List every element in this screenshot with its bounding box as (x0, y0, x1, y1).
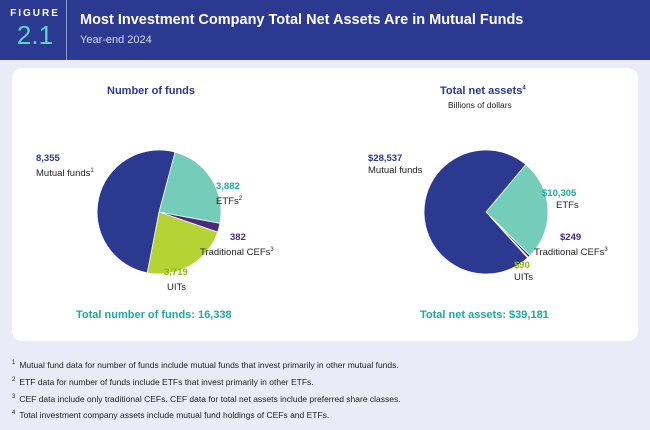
footnote: 3 CEF data include only traditional CEFs.… (12, 390, 638, 407)
funds-value-etfs: 3,882 (216, 181, 240, 192)
figure-label: FIGURE (10, 8, 60, 19)
funds-chart-title: Number of funds (107, 85, 195, 97)
assets-value-etfs: $10,305 (542, 188, 577, 199)
figure-title: Most Investment Company Total Net Assets… (80, 12, 524, 28)
funds-cat-etfs: ETFs (216, 196, 239, 208)
assets-value-uits: $90 (514, 260, 530, 271)
assets-cat-traditional-cefs: Traditional CEFs (534, 247, 605, 259)
funds-slice-etfs (158, 151, 222, 224)
assets-chart-title-text: Total net assets (440, 85, 523, 97)
assets-label-mutual-funds: $28,537 Mutual funds (368, 153, 422, 177)
footnote-text: Mutual fund data for number of funds inc… (19, 359, 399, 370)
footnote-number: 3 (12, 393, 16, 400)
header-divider (66, 0, 67, 60)
assets-total: Total net assets: $39,181 (420, 309, 549, 321)
footnote-number: 2 (12, 376, 16, 383)
assets-cat-mutual-funds: Mutual funds (368, 165, 423, 176)
footnote: 4 Total investment company assets include… (12, 406, 638, 423)
footnotes: 1 Mutual fund data for number of funds in… (12, 356, 638, 423)
footnote-text: CEF data include only traditional CEFs. … (19, 393, 401, 404)
funds-pie-chart (96, 149, 222, 275)
assets-slice-mutual-funds (423, 149, 529, 275)
funds-slice-mutual-funds (96, 149, 176, 274)
funds-cat-traditional-cefs: Traditional CEFs (200, 247, 271, 259)
assets-pie-chart (423, 149, 549, 275)
funds-label-uits: 3,719 UITs (164, 267, 188, 294)
assets-label-traditional-cefs: $249 Traditional CEFs3 (534, 232, 608, 259)
figure-header: FIGURE 2.1 Most Investment Company Total… (0, 0, 650, 60)
figure-number: 2.1 (16, 20, 54, 50)
funds-sup-traditional-cefs: 3 (270, 247, 274, 253)
assets-chart-title: Total net assets4 (440, 85, 526, 97)
footnote-number: 4 (12, 410, 16, 417)
footnote-text: Total investment company assets include … (19, 410, 330, 421)
assets-cat-etfs: ETFs (556, 200, 579, 211)
funds-sup-etfs: 2 (238, 196, 243, 202)
funds-label-etfs: 3,882 ETFs2 (216, 181, 242, 208)
assets-chart-subtitle: Billions of dollars (448, 100, 512, 110)
funds-value-uits: 3,719 (164, 267, 188, 278)
funds-sup-mutual-funds: 1 (90, 168, 94, 174)
footnote-number: 1 (12, 360, 16, 366)
assets-sup-traditional-cefs: 3 (604, 247, 608, 253)
funds-cat-uits: UITs (167, 282, 186, 294)
funds-label-mutual-funds: 8,355 Mutual funds1 (36, 153, 94, 180)
funds-total: Total number of funds: 16,338 (76, 309, 232, 321)
assets-cat-uits: UITs (514, 272, 533, 283)
footnote: 1 Mutual fund data for number of funds in… (12, 356, 638, 373)
assets-value-mutual-funds: $28,537 (368, 153, 403, 164)
funds-slice-uits (146, 211, 219, 275)
assets-chart-title-sup: 4 (522, 85, 526, 92)
assets-slice-etfs (485, 163, 549, 257)
chart-card: Number of funds 8,355 Mutual funds1 3,88… (12, 68, 638, 341)
funds-value-mutual-funds: 8,355 (36, 153, 60, 164)
assets-label-etfs: $10,305 ETFs (542, 188, 579, 212)
funds-label-traditional-cefs: 382 Traditional CEFs3 (200, 232, 274, 259)
funds-cat-mutual-funds: Mutual funds (36, 168, 91, 180)
footnote-text: ETF data for number of funds include ETF… (19, 376, 314, 387)
funds-value-traditional-cefs: 382 (230, 232, 246, 243)
assets-value-traditional-cefs: $249 (560, 232, 582, 243)
footnote: 2 ETF data for number of funds include ET… (12, 373, 638, 390)
figure-subtitle: Year-end 2024 (80, 34, 152, 46)
assets-label-uits: $90 UITs (514, 260, 533, 284)
